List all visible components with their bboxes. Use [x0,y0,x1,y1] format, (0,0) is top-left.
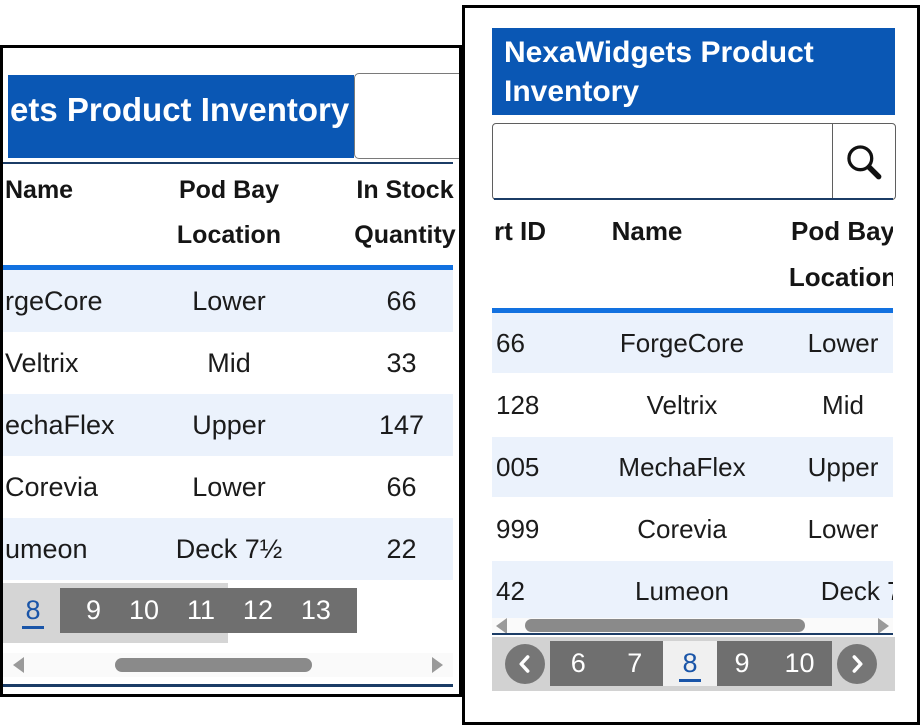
cell-part-id: 999 [496,514,540,544]
page-number[interactable]: 10 [784,648,815,678]
bottom-divider [3,684,453,687]
table-row: umeon Deck 7½ 22 [3,518,453,580]
table-row: 42 Lumeon Deck 7½ [492,561,893,621]
table-row: echaFlex Upper 147 [3,394,453,456]
column-header-quantity-line1: In Stock [356,176,454,204]
cell-qty: 147 [378,410,425,440]
cell-name: MechaFlex [618,452,746,482]
cell-location: Lower [807,328,879,358]
pagination-pages: 9 10 11 12 13 [60,588,357,633]
chevron-right-icon [844,651,870,677]
pagination-prev-button[interactable] [505,644,545,684]
column-header-location-line2: Location [788,262,893,292]
scroll-left-arrow-icon[interactable] [13,657,24,673]
table-header-underline [492,308,893,313]
horizontal-scrollbar[interactable] [492,618,893,633]
horizontal-scrollbar[interactable] [3,653,453,677]
page-number[interactable]: 12 [242,595,273,625]
cell-qty: 33 [386,348,417,378]
table-row: Corevia Lower 66 [3,456,453,518]
page-number[interactable]: 9 [86,595,102,625]
cell-part-id: 128 [496,390,540,420]
cell-location: Mid [822,390,864,420]
pagination-pages-right: 9 10 [717,641,832,686]
cell-location: Deck 7½ [820,576,893,606]
column-header-part-id: rt ID [494,216,546,246]
pagination-bar: 6 7 8 9 10 [492,637,895,691]
scrollbar-thumb[interactable] [115,658,312,672]
header-divider [3,162,453,164]
left-inventory-window: ets Product Inventory Name Pod Bay Locat… [0,45,462,697]
cell-name: Corevia [637,514,727,544]
cell-location: Lower [192,286,266,316]
cell-part-id: 42 [496,576,525,606]
page-title: NexaWidgets Product Inventory [492,28,895,115]
page-number[interactable]: 10 [128,595,160,625]
right-inventory-window: NexaWidgets Product Inventory rt ID Name… [462,5,920,725]
cell-location: Lower [807,514,879,544]
table-scroll-viewport: rt ID Name Pod Bay Location 66 ForgeCore… [492,200,893,633]
page-title: ets Product Inventory [8,75,354,158]
scrollbar-thumb[interactable] [525,619,805,632]
cell-name: Lumeon [635,576,729,606]
cell-name: rgeCore [5,286,103,316]
page-number[interactable]: 13 [300,595,331,625]
page-number[interactable]: 7 [627,648,643,678]
pagination-current-page[interactable]: 8 [663,641,717,686]
pagination-pages-left: 6 7 [550,641,663,686]
table-row: 005 MechaFlex Upper [492,437,893,497]
pagination-next-button[interactable] [837,644,877,684]
cell-location: Lower [192,472,266,502]
search-icon [842,140,886,184]
cell-name: Corevia [5,472,99,502]
cell-part-id: 66 [496,328,525,358]
scroll-left-arrow-icon[interactable] [496,618,507,633]
pagination-current-page[interactable]: 8 [13,588,53,633]
page-number[interactable]: 9 [734,648,750,678]
scroll-right-arrow-icon[interactable] [432,657,443,673]
column-header-quantity-line2: Quantity [354,221,456,249]
scroll-right-arrow-icon[interactable] [878,618,889,633]
search-input[interactable] [354,73,459,159]
chevron-left-icon [512,651,538,677]
table-row: 999 Corevia Lower [492,499,893,559]
cell-qty: 66 [386,472,417,502]
cell-qty: 22 [386,534,417,564]
page-number-current[interactable]: 8 [22,595,44,629]
table-row: 128 Veltrix Mid [492,375,893,435]
page-number-current[interactable]: 8 [679,648,701,682]
pagination-divider [492,633,893,635]
header-divider [494,198,893,200]
table-row: 66 ForgeCore Lower [492,313,893,373]
column-header-location-line2: Location [176,221,282,249]
cell-location: Deck 7½ [175,534,283,564]
table-header-underline [3,265,453,270]
column-header-name: Name [611,216,683,246]
column-header-location-line1: Pod Bay [790,216,893,246]
cell-location: Mid [207,348,251,378]
table-row: Veltrix Mid 33 [3,332,453,394]
cell-name: echaFlex [5,410,115,440]
table-row: rgeCore Lower 66 [3,270,453,332]
column-header-name: Name [5,176,74,204]
cell-name: ForgeCore [619,328,745,358]
search-input[interactable] [492,123,833,200]
cell-location: Upper [192,410,266,440]
cell-name: Veltrix [5,348,79,378]
column-header-location-line1: Pod Bay [178,176,280,204]
cell-name: Veltrix [646,390,718,420]
cell-part-id: 005 [496,452,540,482]
cell-qty: 66 [386,286,417,316]
cell-name: umeon [5,534,88,564]
search-button[interactable] [832,123,896,200]
cell-location: Upper [807,452,879,482]
page-number[interactable]: 11 [186,595,215,625]
page-number[interactable]: 6 [570,648,586,678]
